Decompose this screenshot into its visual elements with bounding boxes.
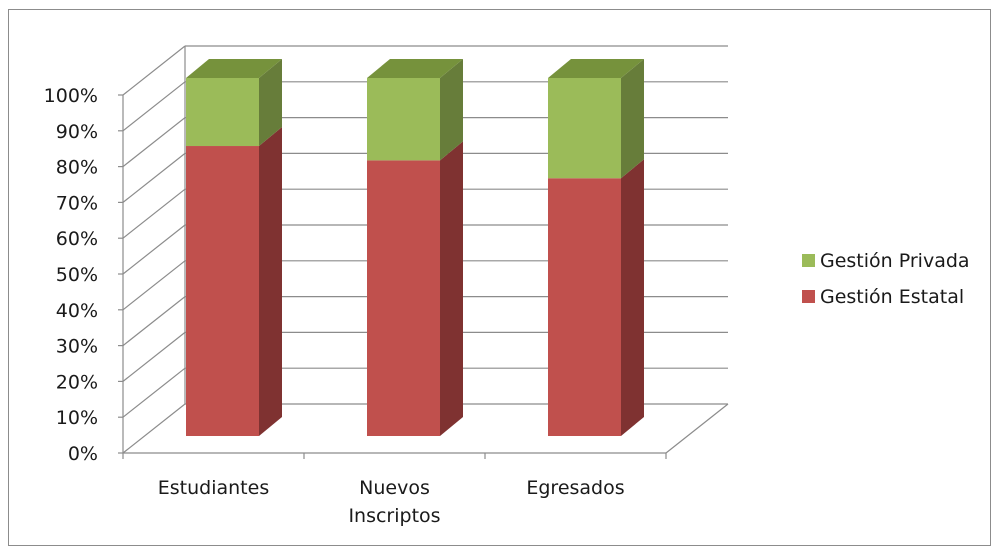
y-tick-label: 0% <box>68 443 98 465</box>
side-wall-gridline <box>122 224 186 275</box>
y-tick-label: 90% <box>56 121 98 143</box>
legend-swatch <box>802 290 815 303</box>
x-category-label: Estudiantes <box>158 477 269 499</box>
side-wall-gridline <box>122 81 186 132</box>
bar-side-0-1 <box>259 59 282 147</box>
bar-side-2-1 <box>621 59 644 179</box>
y-tick-label: 60% <box>56 228 98 250</box>
bar-front-1-0 <box>367 160 440 436</box>
bar-side-1-0 <box>440 141 463 436</box>
y-tick-label: 10% <box>56 407 98 429</box>
side-wall-gridline <box>122 45 186 96</box>
bar-front-0-0 <box>186 146 259 436</box>
bar-front-2-1 <box>548 78 621 179</box>
y-tick-label: 80% <box>56 157 98 179</box>
y-tick-label: 20% <box>56 371 98 393</box>
bar-front-0-1 <box>186 78 259 147</box>
bar-top-2 <box>548 59 644 78</box>
bar-front-2-0 <box>548 178 621 437</box>
side-wall-gridline <box>122 367 186 418</box>
y-tick-label: 50% <box>56 264 98 286</box>
y-tick-label: 70% <box>56 192 98 214</box>
bar-side-0-0 <box>259 127 282 437</box>
chart-frame <box>8 9 991 546</box>
x-category-label: Inscriptos <box>348 505 440 527</box>
bar-side-1-1 <box>440 59 463 161</box>
side-wall-gridline <box>122 296 186 347</box>
x-category-label: Nuevos <box>359 477 430 499</box>
legend-swatch <box>802 254 815 267</box>
legend-label: Gestión Estatal <box>820 286 964 308</box>
side-wall-gridline <box>122 331 186 382</box>
side-wall-gridline <box>122 152 186 203</box>
side-wall-gridline <box>122 260 186 311</box>
bar-top-1 <box>367 59 463 78</box>
side-wall-gridline <box>122 188 186 239</box>
side-wall-gridline <box>122 403 186 454</box>
bar-side-2-0 <box>621 159 644 437</box>
floor-right-edge <box>665 403 729 454</box>
bar-front-1-1 <box>367 78 440 161</box>
y-tick-label: 30% <box>56 336 98 358</box>
y-tick-label: 40% <box>56 300 98 322</box>
legend-label: Gestión Privada <box>820 250 970 272</box>
side-wall-gridline <box>122 117 186 168</box>
x-category-label: Egresados <box>526 477 624 499</box>
bar-top-0 <box>186 59 282 78</box>
y-tick-label: 100% <box>44 85 98 107</box>
